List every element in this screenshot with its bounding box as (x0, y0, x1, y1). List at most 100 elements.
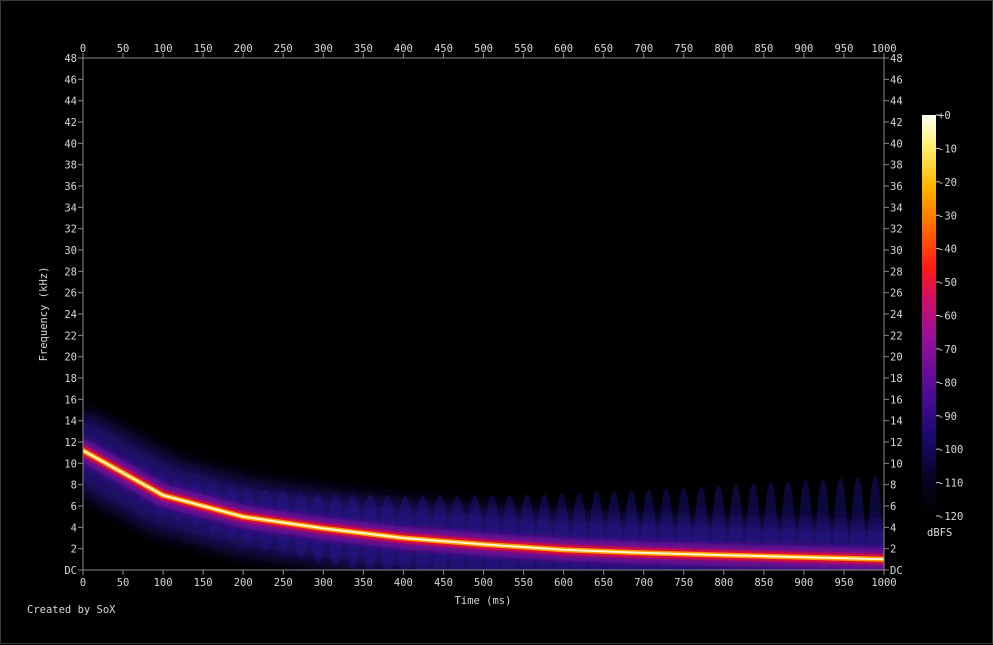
y-tick-label: 6 (890, 501, 896, 513)
colorbar-tick-label: -80 (938, 377, 957, 389)
colorbar-tick-label: -10 (938, 143, 957, 155)
colorbar-tick-label: -70 (938, 344, 957, 356)
sweep-peak (83, 449, 884, 561)
y-tick-label: 28 (64, 266, 77, 278)
y-tick-label: 10 (64, 458, 77, 470)
x-axis-top: 0 50 100 150 200 250 300 350 400 450 500 550 600 650 7… (80, 43, 897, 58)
y-axis-label: Frequency (kHz) (38, 267, 50, 362)
y-axis-right: DC24681012141618202224262830323436384042… (884, 53, 903, 577)
y-tick-label: 2 (890, 544, 896, 556)
y-tick-label: 20 (64, 352, 77, 364)
colorbar-tick-label: -20 (938, 177, 957, 189)
colorbar-tick-label: -110 (938, 478, 963, 490)
x-tick-label: 50 (117, 577, 130, 589)
y-tick-label: 12 (64, 437, 77, 449)
x-tick-label: 550 (514, 43, 533, 55)
y-tick-label: 38 (890, 160, 903, 172)
colorbar-ticks: +0 -10 -20 -30 -40 -50 -60 -70 -80 -90 -100 -110 -12… (936, 110, 963, 523)
y-tick-label: 46 (890, 74, 903, 86)
x-tick-label: 350 (354, 43, 373, 55)
x-tick-label: 900 (794, 577, 813, 589)
y-tick-label: 34 (890, 202, 903, 214)
x-tick-label: 850 (754, 43, 773, 55)
x-tick-label: 200 (234, 43, 253, 55)
y-tick-label: 4 (890, 522, 896, 534)
y-tick-label: 36 (890, 181, 903, 193)
x-tick-label: 300 (314, 43, 333, 55)
x-tick-label: 450 (434, 577, 453, 589)
y-tick-label: 14 (890, 416, 903, 428)
y-tick-label: 48 (64, 53, 77, 65)
x-tick-label: 750 (674, 43, 693, 55)
y-tick-label: 14 (64, 416, 77, 428)
x-tick-label: 850 (754, 577, 773, 589)
x-tick-label: 500 (474, 577, 493, 589)
y-tick-label: 10 (890, 458, 903, 470)
y-tick-label: 16 (890, 394, 903, 406)
x-tick-label: 350 (354, 577, 373, 589)
y-tick-label: 4 (71, 522, 77, 534)
x-tick-label: 150 (194, 43, 213, 55)
y-tick-label: 36 (64, 181, 77, 193)
y-tick-label: 26 (64, 288, 77, 300)
y-tick-label: 42 (64, 117, 77, 129)
x-tick-label: 950 (834, 43, 853, 55)
y-tick-label: 40 (64, 138, 77, 150)
x-tick-label: 400 (394, 577, 413, 589)
y-tick-label: 44 (890, 96, 903, 108)
x-tick-label: 800 (714, 577, 733, 589)
y-tick-label: DC (64, 565, 77, 577)
x-tick-label: 650 (594, 43, 613, 55)
x-tick-label: 100 (154, 577, 173, 589)
y-tick-label: 8 (71, 480, 77, 492)
colorbar-tick-label: -30 (938, 210, 957, 222)
x-tick-label: 700 (634, 577, 653, 589)
x-tick-label: 300 (314, 577, 333, 589)
y-tick-label: 46 (64, 74, 77, 86)
x-tick-label: 600 (554, 577, 573, 589)
x-tick-label: 800 (714, 43, 733, 55)
y-tick-label: 48 (890, 53, 903, 65)
y-tick-label: 30 (890, 245, 903, 257)
y-tick-label: 2 (71, 544, 77, 556)
x-tick-label: 150 (194, 577, 213, 589)
y-tick-label: 34 (64, 202, 77, 214)
y-tick-label: 28 (890, 266, 903, 278)
y-tick-label: 24 (890, 309, 903, 321)
y-tick-label: 22 (890, 330, 903, 342)
y-tick-label: 38 (64, 160, 77, 172)
x-tick-label: 600 (554, 43, 573, 55)
colorbar (922, 115, 936, 516)
x-tick-label: 550 (514, 577, 533, 589)
x-tick-label: 0 (80, 43, 86, 55)
x-tick-label: 100 (154, 43, 173, 55)
x-tick-label: 0 (80, 577, 86, 589)
credit-text: Created by SoX (27, 604, 116, 616)
x-tick-label: 400 (394, 43, 413, 55)
colorbar-label: dBFS (927, 527, 952, 539)
y-tick-label: DC (890, 565, 903, 577)
y-tick-label: 18 (890, 373, 903, 385)
y-tick-label: 20 (890, 352, 903, 364)
colorbar-tick-label: -40 (938, 244, 957, 256)
x-tick-label: 950 (834, 577, 853, 589)
y-axis-left: DC24681012141618202224262830323436384042… (64, 53, 83, 577)
y-tick-label: 8 (890, 480, 896, 492)
colorbar-tick-label: +0 (938, 110, 951, 122)
y-tick-label: 26 (890, 288, 903, 300)
colorbar-tick-label: -100 (938, 444, 963, 456)
y-tick-label: 24 (64, 309, 77, 321)
y-tick-label: 32 (64, 224, 77, 236)
y-tick-label: 44 (64, 96, 77, 108)
colorbar-tick-label: -90 (938, 411, 957, 423)
colorbar-tick-label: -60 (938, 311, 957, 323)
colorbar-tick-label: -50 (938, 277, 957, 289)
x-tick-label: 200 (234, 577, 253, 589)
x-tick-label: 1000 (871, 577, 896, 589)
x-tick-label: 450 (434, 43, 453, 55)
x-tick-label: 1000 (871, 43, 896, 55)
colorbar-tick-label: -120 (938, 511, 963, 523)
y-tick-label: 40 (890, 138, 903, 150)
y-tick-label: 6 (71, 501, 77, 513)
y-tick-label: 16 (64, 394, 77, 406)
